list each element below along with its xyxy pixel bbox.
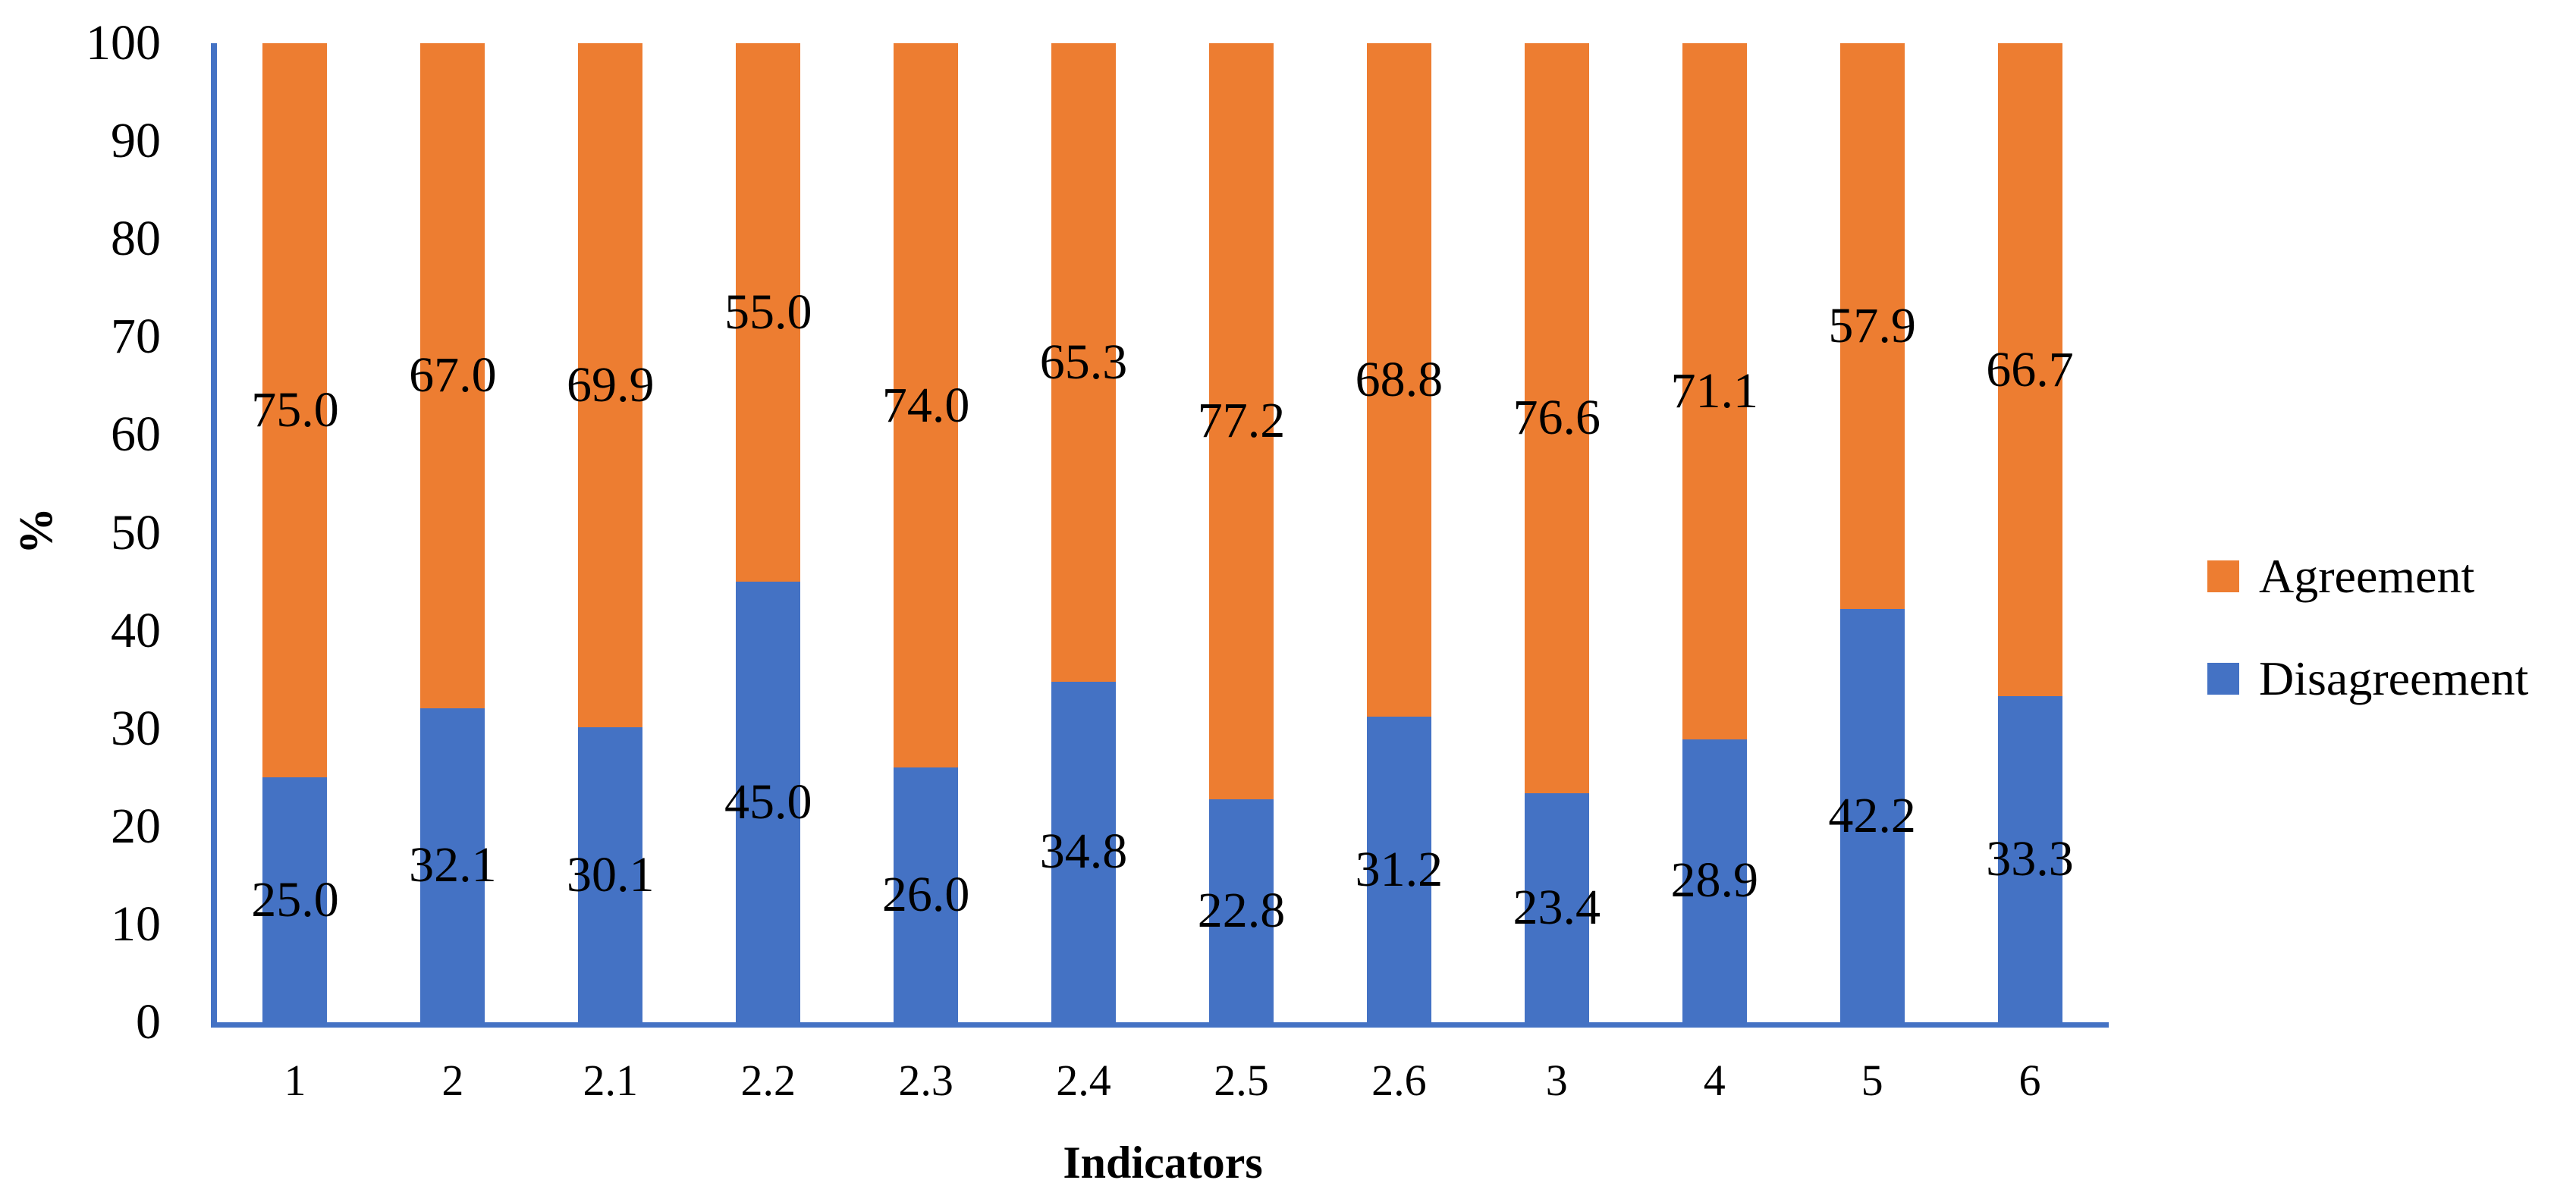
data-label-disagreement: 33.3 [1986,831,2074,887]
x-category-label: 3 [1545,1056,1568,1105]
bar-segment-disagreement [578,727,643,1022]
bar-segment-agreement [736,43,801,582]
data-label-disagreement: 30.1 [567,846,655,902]
data-label-agreement: 69.9 [567,357,655,413]
data-label-agreement: 74.0 [881,377,970,433]
y-tick-label: 20 [111,798,161,854]
data-label-agreement: 76.6 [1513,390,1601,446]
y-axis-line [211,43,217,1028]
x-category-label: 1 [284,1056,306,1105]
bar-segment-disagreement [262,777,328,1022]
bar-segment-agreement [1997,43,2062,697]
data-label-disagreement: 45.0 [724,774,812,830]
y-tick-label: 100 [86,15,161,71]
y-tick-label: 90 [111,113,161,169]
bar-segment-disagreement [1524,792,1589,1022]
bar-segment-agreement [1051,43,1117,682]
bar-segment-agreement [1208,43,1274,799]
y-tick-label: 50 [111,504,161,560]
y-tick-label: 60 [111,406,161,463]
data-label-disagreement: 32.1 [409,836,497,893]
legend-label-agreement: Agreement [2259,549,2475,603]
bar-segment-agreement [262,43,328,778]
data-label-disagreement: 23.4 [1513,879,1601,935]
x-axis-title: Indicators [1063,1138,1263,1188]
bar-segment-agreement [578,43,643,728]
data-label-disagreement: 31.2 [1355,841,1444,897]
data-label-disagreement: 28.9 [1670,852,1758,909]
bar-segment-agreement [1839,43,1905,610]
y-tick-label: 30 [111,700,161,756]
data-label-disagreement: 26.0 [881,867,970,923]
bar-segment-disagreement [1366,717,1431,1022]
data-label-agreement: 75.0 [251,382,339,438]
bar-segment-agreement [894,43,959,768]
y-tick-label: 0 [136,994,161,1050]
bar-segment-disagreement [1839,609,1905,1022]
legend-item-disagreement: Disagreement [2207,654,2528,703]
data-label-agreement: 66.7 [1986,341,2074,397]
data-label-disagreement: 42.2 [1828,787,1916,843]
data-label-agreement: 65.3 [1039,334,1128,390]
y-tick-label: 40 [111,602,161,658]
data-label-disagreement: 34.8 [1039,824,1128,880]
bar-segment-agreement [1366,43,1431,717]
data-label-disagreement: 25.0 [251,871,339,927]
bar-segment-disagreement [1051,681,1117,1022]
bar-segment-agreement [1682,43,1747,739]
bar-segment-disagreement [894,767,959,1022]
x-category-label: 5 [1861,1056,1883,1105]
legend-swatch-disagreement [2207,663,2239,695]
bar-segment-agreement [1524,43,1589,793]
legend-swatch-agreement [2207,560,2239,592]
data-label-disagreement: 22.8 [1197,882,1286,938]
bar-segment-disagreement [736,582,801,1022]
x-category-label: 2.6 [1371,1056,1427,1105]
bar-segment-disagreement [1997,696,2062,1022]
x-category-label: 2.1 [583,1056,639,1105]
bar-segment-disagreement [1682,739,1747,1022]
legend-item-agreement: Agreement [2207,552,2474,601]
data-label-agreement: 57.9 [1828,298,1916,354]
x-category-label: 2.4 [1056,1056,1111,1105]
bar-segment-disagreement [420,708,485,1022]
legend-label-disagreement: Disagreement [2259,651,2529,705]
x-category-label: 2.3 [898,1056,953,1105]
x-category-label: 4 [1703,1056,1726,1105]
bar-segment-agreement [420,43,485,708]
data-label-agreement: 55.0 [724,284,812,341]
data-label-agreement: 68.8 [1355,352,1444,408]
x-axis-line [211,1022,2109,1028]
x-category-label: 2.5 [1214,1056,1269,1105]
x-category-label: 6 [2018,1056,2041,1105]
bar-segment-disagreement [1208,799,1274,1022]
x-category-label: 2 [441,1056,464,1105]
x-category-label: 2.2 [740,1056,796,1105]
data-label-agreement: 67.0 [409,347,497,403]
y-tick-label: 70 [111,309,161,365]
data-label-agreement: 71.1 [1670,362,1758,419]
y-tick-label: 80 [111,211,161,267]
y-tick-label: 10 [111,896,161,952]
data-label-agreement: 77.2 [1197,393,1286,449]
